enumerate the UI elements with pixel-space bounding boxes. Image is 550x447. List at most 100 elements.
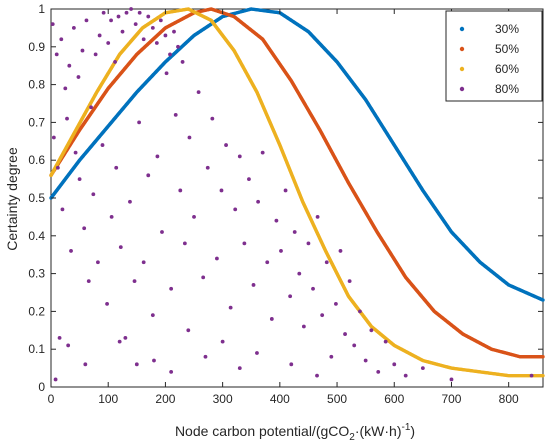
data-point xyxy=(84,18,89,23)
data-point xyxy=(203,354,208,359)
data-point xyxy=(57,335,62,340)
data-point xyxy=(251,283,256,287)
series-marks xyxy=(49,7,545,382)
data-point xyxy=(260,150,265,155)
x-tick-label: 600 xyxy=(384,392,404,406)
data-point xyxy=(137,10,142,15)
data-point xyxy=(59,37,64,42)
legend-marker xyxy=(459,46,465,52)
series-30pct xyxy=(49,7,545,302)
data-point xyxy=(289,362,294,367)
data-point xyxy=(541,355,545,359)
data-point xyxy=(128,199,132,204)
y-tick-label: 1 xyxy=(38,2,45,16)
x-axis-label-close: ) xyxy=(410,423,415,439)
data-point xyxy=(73,150,78,155)
legend-marker xyxy=(459,86,465,92)
data-point xyxy=(163,33,168,38)
data-point xyxy=(279,249,283,253)
y-tick-label: 0.2 xyxy=(28,304,45,318)
data-point xyxy=(242,241,247,246)
data-point xyxy=(338,249,343,253)
data-point xyxy=(196,90,201,95)
data-point xyxy=(91,192,96,197)
series-60pct xyxy=(49,7,545,378)
y-axis-ticks: 0 0.1 0.2 0.3 0.4 0.5 0.6 0.7 0.8 0.9 1 xyxy=(28,2,543,394)
data-point xyxy=(66,343,71,348)
data-point xyxy=(311,286,315,291)
data-point xyxy=(363,358,368,363)
data-point xyxy=(86,279,91,284)
data-point xyxy=(109,215,114,219)
data-point xyxy=(237,366,242,370)
data-point xyxy=(129,7,133,11)
data-point xyxy=(292,230,297,234)
data-point xyxy=(347,279,352,284)
data-point xyxy=(449,377,454,382)
data-point xyxy=(106,41,111,45)
data-point xyxy=(265,260,270,265)
y-tick-label: 0.6 xyxy=(28,153,45,167)
data-point xyxy=(80,48,85,53)
data-point xyxy=(358,309,362,314)
data-point xyxy=(113,60,117,64)
series-50pct xyxy=(49,7,545,359)
data-point xyxy=(118,245,123,250)
data-point xyxy=(63,86,68,91)
x-axis-label-sub: 2 xyxy=(349,432,355,443)
data-point xyxy=(82,226,87,231)
data-point xyxy=(155,154,160,159)
data-point xyxy=(334,301,338,306)
data-point xyxy=(158,18,163,23)
data-point xyxy=(274,218,279,223)
data-point xyxy=(77,177,82,182)
data-point xyxy=(187,135,192,140)
data-point xyxy=(220,339,225,344)
x-tick-label: 0 xyxy=(48,392,55,406)
data-point xyxy=(369,328,374,333)
x-tick-label: 100 xyxy=(98,392,118,406)
data-point xyxy=(152,358,156,363)
data-point xyxy=(154,41,159,45)
data-point xyxy=(89,105,93,110)
data-point xyxy=(180,60,185,64)
data-point xyxy=(83,362,88,367)
data-point xyxy=(55,165,60,170)
data-point xyxy=(320,313,325,318)
data-point xyxy=(352,343,357,348)
x-tick-label: 200 xyxy=(155,392,175,406)
data-point xyxy=(146,173,151,178)
data-point xyxy=(146,14,151,19)
x-axis-ticks: 0 100 200 300 400 500 600 700 800 xyxy=(48,9,519,406)
x-tick-label: 400 xyxy=(270,392,290,406)
data-point xyxy=(114,165,119,170)
data-point xyxy=(376,369,381,374)
data-point xyxy=(51,135,56,140)
data-point xyxy=(247,177,251,182)
data-point xyxy=(219,188,224,193)
x-tick-label: 300 xyxy=(213,392,233,406)
data-point xyxy=(288,294,293,299)
data-point xyxy=(329,354,334,359)
data-point xyxy=(297,271,302,276)
x-tick-label: 500 xyxy=(327,392,347,406)
data-point xyxy=(392,362,397,367)
data-point xyxy=(116,14,121,19)
data-point xyxy=(105,301,109,306)
data-point xyxy=(50,22,55,27)
x-axis-label-unit: ·(kW·h) xyxy=(355,423,402,439)
data-point xyxy=(176,44,180,49)
y-tick-label: 0.1 xyxy=(28,342,45,356)
data-point xyxy=(541,373,545,378)
data-point xyxy=(541,298,545,302)
data-point xyxy=(420,366,425,370)
x-axis-label: Node carbon potential/(gCO2·(kW·h)-1) xyxy=(175,422,415,443)
data-point xyxy=(169,286,174,291)
data-point xyxy=(97,33,102,38)
data-point xyxy=(178,188,183,193)
data-point xyxy=(164,71,169,76)
data-point xyxy=(132,279,137,284)
data-point xyxy=(150,26,155,30)
series-80pct xyxy=(50,7,534,382)
